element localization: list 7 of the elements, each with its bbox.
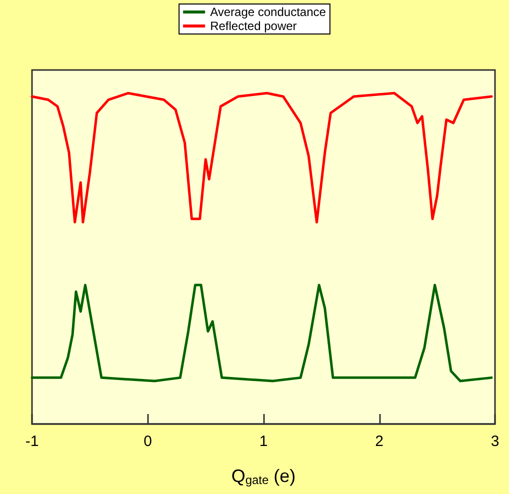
legend-label: Reflected power bbox=[210, 19, 297, 33]
legend-label: Average conductance bbox=[210, 5, 326, 19]
x-tick-label: 3 bbox=[490, 433, 500, 450]
x-tick-label: 2 bbox=[375, 433, 384, 450]
x-tick-label: -1 bbox=[25, 433, 39, 450]
x-tick-label: 1 bbox=[259, 433, 268, 450]
x-tick-label: 0 bbox=[144, 433, 152, 450]
